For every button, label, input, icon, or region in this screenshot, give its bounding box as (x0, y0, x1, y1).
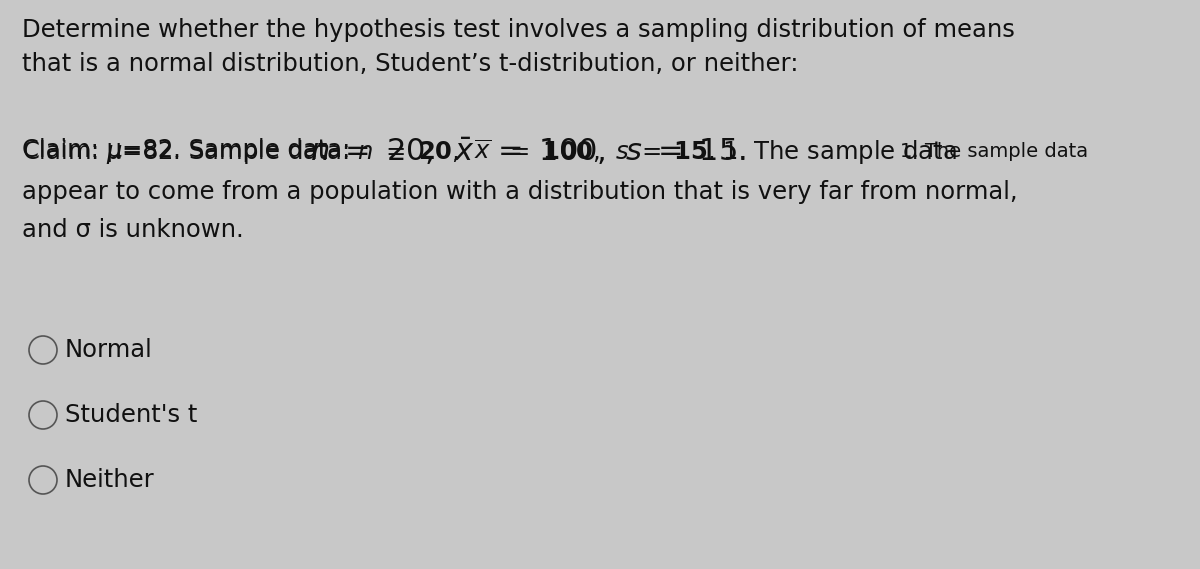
Text: $\mathit{n}$ $=$ 20,  $\bar{x}$  $=$ 100,  $\mathit{s}$ $=$ 15.: $\mathit{n}$ $=$ 20, $\bar{x}$ $=$ 100, … (310, 136, 746, 167)
Text: Student's t: Student's t (65, 403, 197, 427)
Text: and σ is unknown.: and σ is unknown. (22, 218, 244, 242)
Text: appear to come from a population with a distribution that is very far from norma: appear to come from a population with a … (22, 180, 1018, 204)
Text: Normal: Normal (65, 338, 152, 362)
Text: that is a normal distribution, Student’s t-distribution, or neither:: that is a normal distribution, Student’s… (22, 52, 798, 76)
Text: Neither: Neither (65, 468, 155, 492)
Text: Claim: μ=82. Sample data:: Claim: μ=82. Sample data: (22, 138, 358, 162)
Text: Determine whether the hypothesis test involves a sampling distribution of means: Determine whether the hypothesis test in… (22, 18, 1015, 42)
Text: 1. The sample data: 1. The sample data (900, 142, 1088, 161)
Text: Claim: $\mu$=82. Sample data: $\mathit{n}$ $=$ $\mathbf{20}$,  $\overline{x}$  $: Claim: $\mu$=82. Sample data: $\mathit{n… (22, 138, 956, 167)
